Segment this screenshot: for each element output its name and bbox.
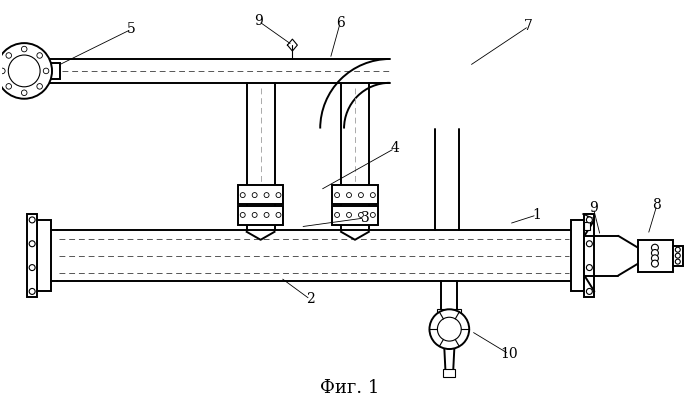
Circle shape <box>0 68 5 74</box>
Circle shape <box>346 192 351 197</box>
Circle shape <box>652 244 659 251</box>
Text: 7: 7 <box>524 19 533 33</box>
Circle shape <box>438 317 461 341</box>
Circle shape <box>22 46 27 52</box>
Circle shape <box>37 83 43 89</box>
Circle shape <box>8 55 40 87</box>
Text: 8: 8 <box>652 198 662 212</box>
Circle shape <box>29 241 35 247</box>
Text: 1: 1 <box>532 208 541 222</box>
Circle shape <box>335 192 339 197</box>
Circle shape <box>276 192 281 197</box>
Circle shape <box>264 212 269 217</box>
Bar <box>238 206 284 225</box>
Circle shape <box>335 212 339 217</box>
Text: Фиг. 1: Фиг. 1 <box>321 379 379 397</box>
Polygon shape <box>341 232 369 240</box>
Circle shape <box>370 192 375 197</box>
Circle shape <box>276 212 281 217</box>
Bar <box>50 63 60 79</box>
Circle shape <box>37 53 43 58</box>
Text: 4: 4 <box>391 141 399 155</box>
Bar <box>332 185 378 204</box>
Circle shape <box>22 90 27 95</box>
Bar <box>570 220 584 292</box>
Circle shape <box>676 247 680 252</box>
Circle shape <box>430 309 469 349</box>
Circle shape <box>0 43 52 99</box>
Circle shape <box>587 288 592 294</box>
Circle shape <box>587 241 592 247</box>
Text: 9: 9 <box>589 201 598 215</box>
Circle shape <box>29 288 35 294</box>
Circle shape <box>358 192 363 197</box>
Circle shape <box>6 83 11 89</box>
Circle shape <box>264 192 269 197</box>
Text: 10: 10 <box>500 347 518 361</box>
Polygon shape <box>246 232 274 240</box>
Text: 3: 3 <box>360 211 370 225</box>
Circle shape <box>29 265 35 271</box>
Circle shape <box>587 265 592 271</box>
Circle shape <box>676 253 680 258</box>
Circle shape <box>29 217 35 223</box>
Bar <box>238 185 284 204</box>
Text: 2: 2 <box>306 292 314 306</box>
Bar <box>332 206 378 225</box>
Bar <box>438 309 461 315</box>
Circle shape <box>6 53 11 58</box>
Text: 9: 9 <box>254 14 263 28</box>
Text: 5: 5 <box>127 22 136 36</box>
Circle shape <box>240 212 245 217</box>
Circle shape <box>252 212 257 217</box>
Bar <box>584 222 590 230</box>
Bar <box>37 220 51 292</box>
Circle shape <box>358 212 363 217</box>
Circle shape <box>652 249 659 256</box>
Circle shape <box>240 192 245 197</box>
Bar <box>443 369 455 377</box>
Bar <box>27 214 37 297</box>
Bar <box>584 214 594 297</box>
Bar <box>638 240 673 272</box>
Circle shape <box>43 68 49 74</box>
Circle shape <box>676 259 680 264</box>
Text: 6: 6 <box>336 16 344 30</box>
Circle shape <box>252 192 257 197</box>
Circle shape <box>346 212 351 217</box>
Bar <box>673 246 682 266</box>
Circle shape <box>652 260 659 267</box>
Circle shape <box>370 212 375 217</box>
Circle shape <box>587 217 592 223</box>
Circle shape <box>652 255 659 262</box>
